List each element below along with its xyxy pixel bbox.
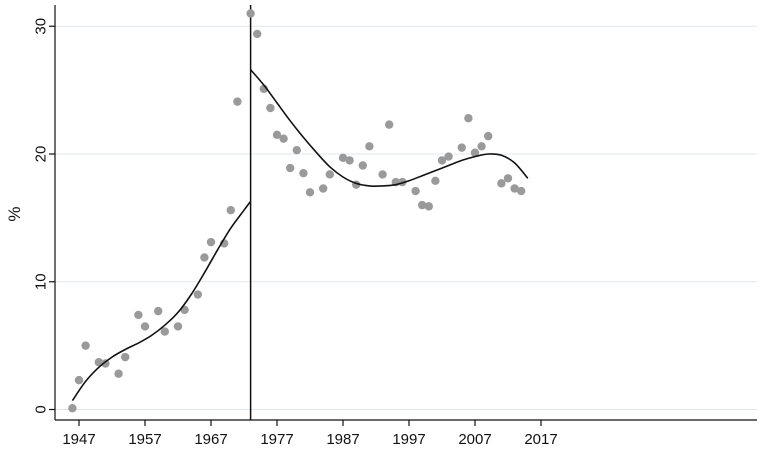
y-tick-label-20: 20 — [32, 146, 49, 163]
data-point — [437, 156, 447, 165]
data-point — [444, 152, 453, 161]
x-tick-label-1977: 1977 — [260, 431, 293, 448]
data-point — [477, 142, 486, 151]
data-point — [470, 148, 480, 157]
y-tick-label-0: 0 — [32, 405, 49, 413]
data-point — [457, 143, 466, 152]
x-tick-label-2017: 2017 — [524, 431, 557, 448]
data-point — [200, 253, 209, 262]
data-point — [173, 322, 183, 331]
data-point — [266, 103, 275, 113]
y-tick-label-10: 10 — [32, 273, 49, 290]
data-point — [510, 184, 519, 193]
grid-lines — [55, 25, 757, 410]
y-axis-title: % — [5, 206, 24, 221]
data-point — [418, 200, 427, 210]
data-point — [319, 184, 328, 193]
data-point — [411, 186, 420, 196]
data-point — [358, 161, 367, 170]
x-tick-label-1957: 1957 — [128, 431, 161, 448]
data-point — [160, 327, 169, 336]
axes — [49, 5, 757, 426]
x-tick-label-1967: 1967 — [194, 431, 227, 448]
x-tick-label-1987: 1987 — [326, 431, 359, 448]
data-point — [74, 375, 84, 385]
data-point — [206, 237, 216, 247]
data-point — [338, 153, 348, 163]
data-point — [272, 130, 282, 140]
fit-curve-pre-1973 — [71, 200, 252, 402]
data-point — [305, 188, 315, 197]
data-point — [325, 170, 334, 179]
data-point — [253, 29, 262, 39]
data-point — [81, 341, 90, 350]
data-point — [365, 142, 374, 151]
y-tick-label-30: 30 — [32, 18, 49, 35]
data-point — [134, 310, 143, 320]
data-point — [517, 186, 526, 196]
data-point — [424, 202, 433, 211]
data-point — [286, 163, 295, 173]
data-point — [94, 358, 104, 367]
x-tick-label-1997: 1997 — [392, 431, 425, 448]
data-point — [114, 369, 123, 378]
data-point — [246, 9, 255, 18]
data-point — [292, 145, 301, 155]
fit-curves — [71, 69, 529, 402]
data-point — [503, 174, 513, 183]
data-point — [464, 114, 473, 123]
data-point — [299, 168, 308, 178]
data-point — [484, 131, 493, 141]
fit-curve-post-1973 — [249, 69, 529, 187]
data-point — [154, 306, 163, 316]
data-point — [497, 179, 506, 188]
data-point — [140, 322, 150, 331]
x-tick-label-2007: 2007 — [458, 431, 491, 448]
data-point — [378, 170, 387, 179]
tick-labels: 0 10 20 30 1947 1957 1967 1977 1987 1997 2007 2017 — [32, 18, 557, 448]
data-point — [101, 359, 110, 368]
x-tick-label-1947: 1947 — [62, 431, 95, 448]
data-point — [345, 156, 354, 165]
data-point — [121, 352, 130, 362]
data-point — [279, 134, 288, 143]
data-point — [385, 120, 394, 129]
data-point — [226, 206, 235, 215]
data-point — [233, 97, 242, 106]
data-point — [431, 176, 440, 186]
data-point — [193, 290, 202, 299]
data-point — [68, 404, 77, 413]
data-points — [68, 9, 526, 413]
